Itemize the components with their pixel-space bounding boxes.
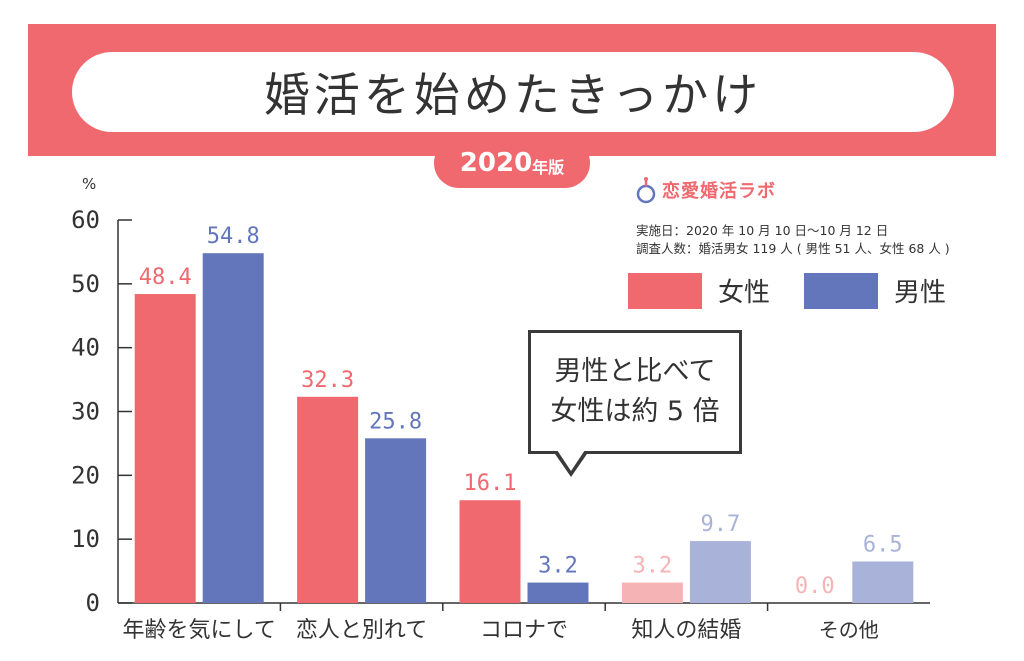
- bar-male: [202, 253, 264, 603]
- callout-tail-inner: [557, 450, 585, 471]
- y-tick-label: 30: [71, 398, 100, 426]
- bar-female: [297, 396, 359, 603]
- category-label: 知人の結婚: [631, 618, 741, 643]
- survey-period: 実施日：2020 年 10 月 10 日〜10 月 12 日: [636, 223, 889, 238]
- category-label: コロナで: [480, 618, 568, 643]
- bar-male: [852, 561, 914, 603]
- data-label-male: 25.8: [369, 409, 422, 434]
- bar-female: [134, 294, 196, 603]
- legend-female-label: 女性: [718, 278, 771, 308]
- data-label-male: 9.7: [701, 512, 741, 537]
- category-label: 年齢を気にして: [123, 618, 276, 643]
- bar-female: [459, 500, 521, 603]
- legend-male: 男性: [804, 272, 946, 309]
- year-badge: 2020 年版: [434, 138, 590, 188]
- bar-male: [689, 541, 751, 603]
- brand-name: 恋愛婚活ラボ: [662, 181, 776, 202]
- y-tick-label: 50: [71, 270, 100, 298]
- brand-logo: 恋愛婚活ラボ: [636, 176, 776, 204]
- data-label-female: 3.2: [633, 554, 673, 579]
- data-label-female: 0.0: [795, 574, 835, 599]
- callout-line-2: 女性は約 5 倍: [550, 396, 720, 427]
- data-label-male: 54.8: [207, 224, 260, 249]
- year-number: 2020: [459, 148, 533, 178]
- data-label-male: 6.5: [863, 533, 903, 558]
- legend-female: 女性: [628, 272, 770, 309]
- title-pill: 婚活を始めたきっかけ: [72, 52, 954, 132]
- bar-male: [365, 438, 427, 603]
- y-tick-label: 0: [86, 589, 100, 617]
- category-label: 恋人と別れて: [296, 618, 427, 643]
- data-label-female: 32.3: [301, 368, 354, 393]
- legend-male-label: 男性: [894, 278, 947, 308]
- callout-box: 男性と比べて 女性は約 5 倍: [528, 330, 742, 454]
- y-tick-label: 60: [71, 206, 100, 234]
- y-axis-unit: %: [82, 175, 96, 193]
- callout-line-1: 男性と比べて: [554, 356, 716, 387]
- year-suffix: 年版: [532, 158, 565, 177]
- data-label-female: 48.4: [139, 265, 192, 290]
- legend-male-swatch: [804, 272, 878, 309]
- y-tick-label: 20: [71, 461, 100, 489]
- respondents: 調査人数：婚活男女 119 人 ( 男性 51 人、女性 68 人 ): [636, 241, 950, 256]
- data-label-male: 3.2: [538, 554, 578, 579]
- chart-title: 婚活を始めたきっかけ: [263, 68, 763, 122]
- legend-female-swatch: [628, 272, 702, 309]
- bar-male: [527, 582, 589, 603]
- data-label-female: 16.1: [464, 471, 517, 496]
- flask-icon: [636, 177, 656, 204]
- category-label: その他: [819, 618, 879, 642]
- y-tick-label: 40: [71, 334, 100, 362]
- y-tick-label: 10: [71, 525, 100, 553]
- bar-female: [621, 582, 683, 603]
